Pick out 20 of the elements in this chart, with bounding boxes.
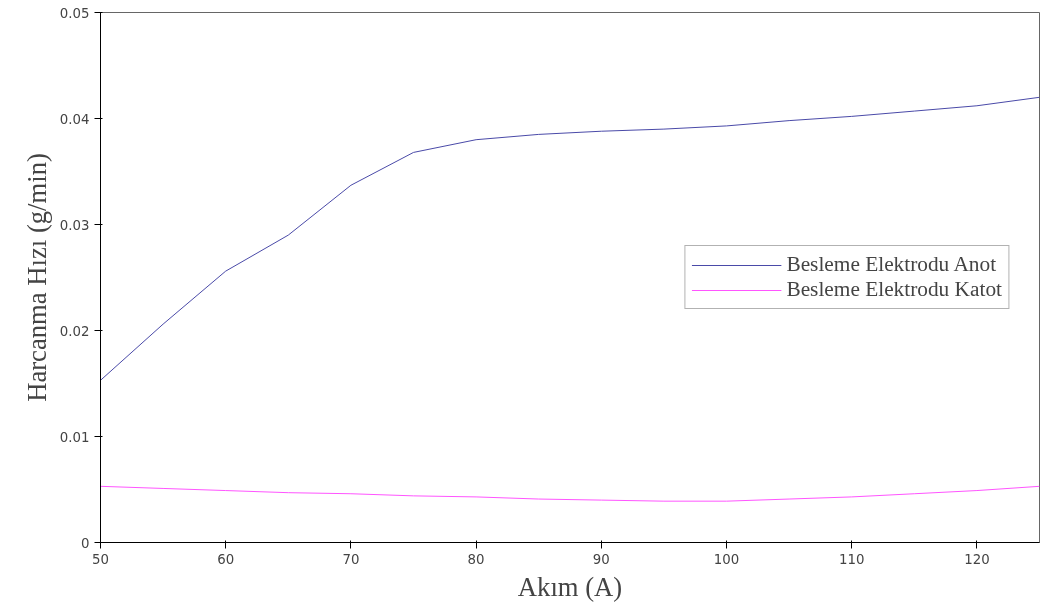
x-tick-label: 110	[838, 551, 865, 567]
y-tick-label: 0.02	[59, 323, 90, 339]
x-tick-label: 70	[342, 551, 360, 567]
y-axis-title: Harcanma Hızı (g/min)	[21, 153, 52, 402]
y-tick-label: 0.04	[59, 111, 90, 127]
legend-label: Besleme Elektrodu Anot	[786, 252, 997, 277]
y-tick-label: 0.03	[59, 217, 90, 233]
y-tick-label: 0.01	[59, 429, 90, 445]
line-series	[100, 485, 1040, 502]
x-axis-title: Akım (A)	[517, 571, 623, 602]
y-tick-label: 0	[81, 535, 90, 551]
y-tick-label: 0.05	[59, 5, 90, 21]
x-tick-label: 90	[592, 551, 610, 567]
x-tick-label: 80	[467, 551, 485, 567]
line-series	[100, 96, 1040, 381]
x-tick-label: 60	[217, 551, 235, 567]
x-tick-label: 100	[713, 551, 740, 567]
x-tick-label: 120	[964, 551, 990, 567]
x-tick-label: 50	[92, 551, 109, 567]
legend-label: Besleme Elektrodu Katot	[786, 277, 1002, 302]
